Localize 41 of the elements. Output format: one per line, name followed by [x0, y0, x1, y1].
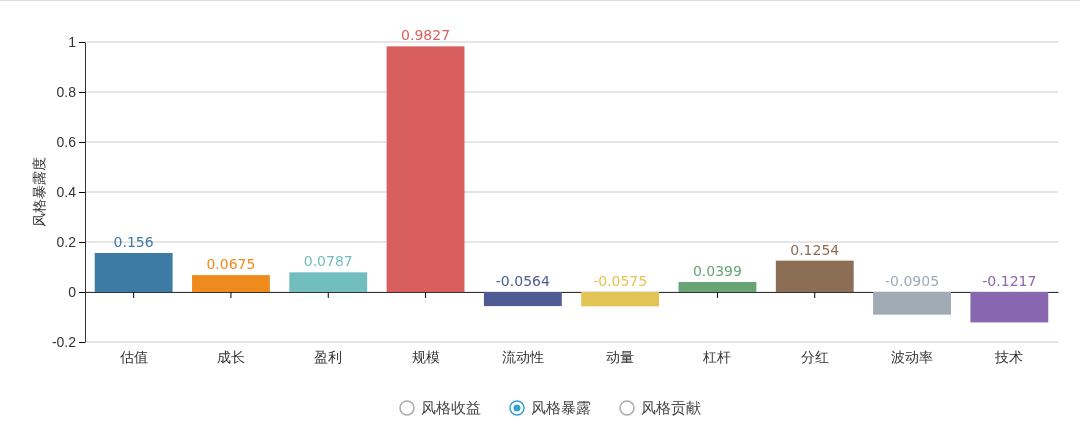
y-tick-label: 0.4 [56, 183, 77, 200]
x-tick-label: 成长 [216, 349, 245, 365]
y-axis-title: 风格暴露度 [31, 157, 47, 227]
text: 风格收益 [421, 399, 481, 417]
bar [192, 275, 270, 292]
bar [873, 292, 951, 315]
y-tick-label: 0.6 [56, 133, 77, 150]
x-tick-label: 杠杆 [702, 349, 732, 365]
x-tick-label: 波动率 [891, 349, 934, 365]
bar [581, 292, 660, 307]
data-label: 0.0399 [692, 263, 742, 280]
y-tick-label: -0.2 [51, 333, 77, 350]
text: 风格暴露 [531, 399, 591, 417]
data-label: -0.0575 [593, 273, 648, 289]
data-label: -0.0905 [885, 273, 940, 289]
data-label: -0.0564 [495, 273, 550, 289]
data-label: 0.9827 [401, 27, 451, 44]
y-tick-label: 1 [68, 33, 77, 50]
x-tick-label: 动量 [606, 349, 635, 365]
x-tick-label: 估值 [118, 349, 148, 365]
x-tick-label: 盈利 [314, 349, 343, 365]
data-label: 0.156 [113, 234, 154, 250]
bar [483, 292, 562, 307]
bar [775, 260, 854, 292]
data-label: -0.1217 [982, 273, 1037, 289]
text: 风格贡献 [641, 399, 701, 417]
data-label: 0.0675 [206, 256, 256, 273]
x-tick-label: 分红 [800, 349, 829, 365]
y-tick-label: 0.8 [56, 83, 77, 100]
y-tick-label: 0.2 [56, 233, 77, 250]
bar [386, 46, 465, 292]
data-label: 0.1254 [790, 241, 840, 258]
x-tick-label: 技术 [994, 349, 1024, 365]
bar [678, 282, 757, 292]
x-tick-label: 规模 [411, 349, 440, 365]
bar [970, 292, 1049, 323]
x-tick-label: 流动性 [501, 349, 544, 365]
data-label: 0.0787 [303, 253, 353, 270]
bar [94, 253, 173, 292]
bar [289, 272, 368, 292]
y-tick-label: 0 [68, 283, 77, 300]
